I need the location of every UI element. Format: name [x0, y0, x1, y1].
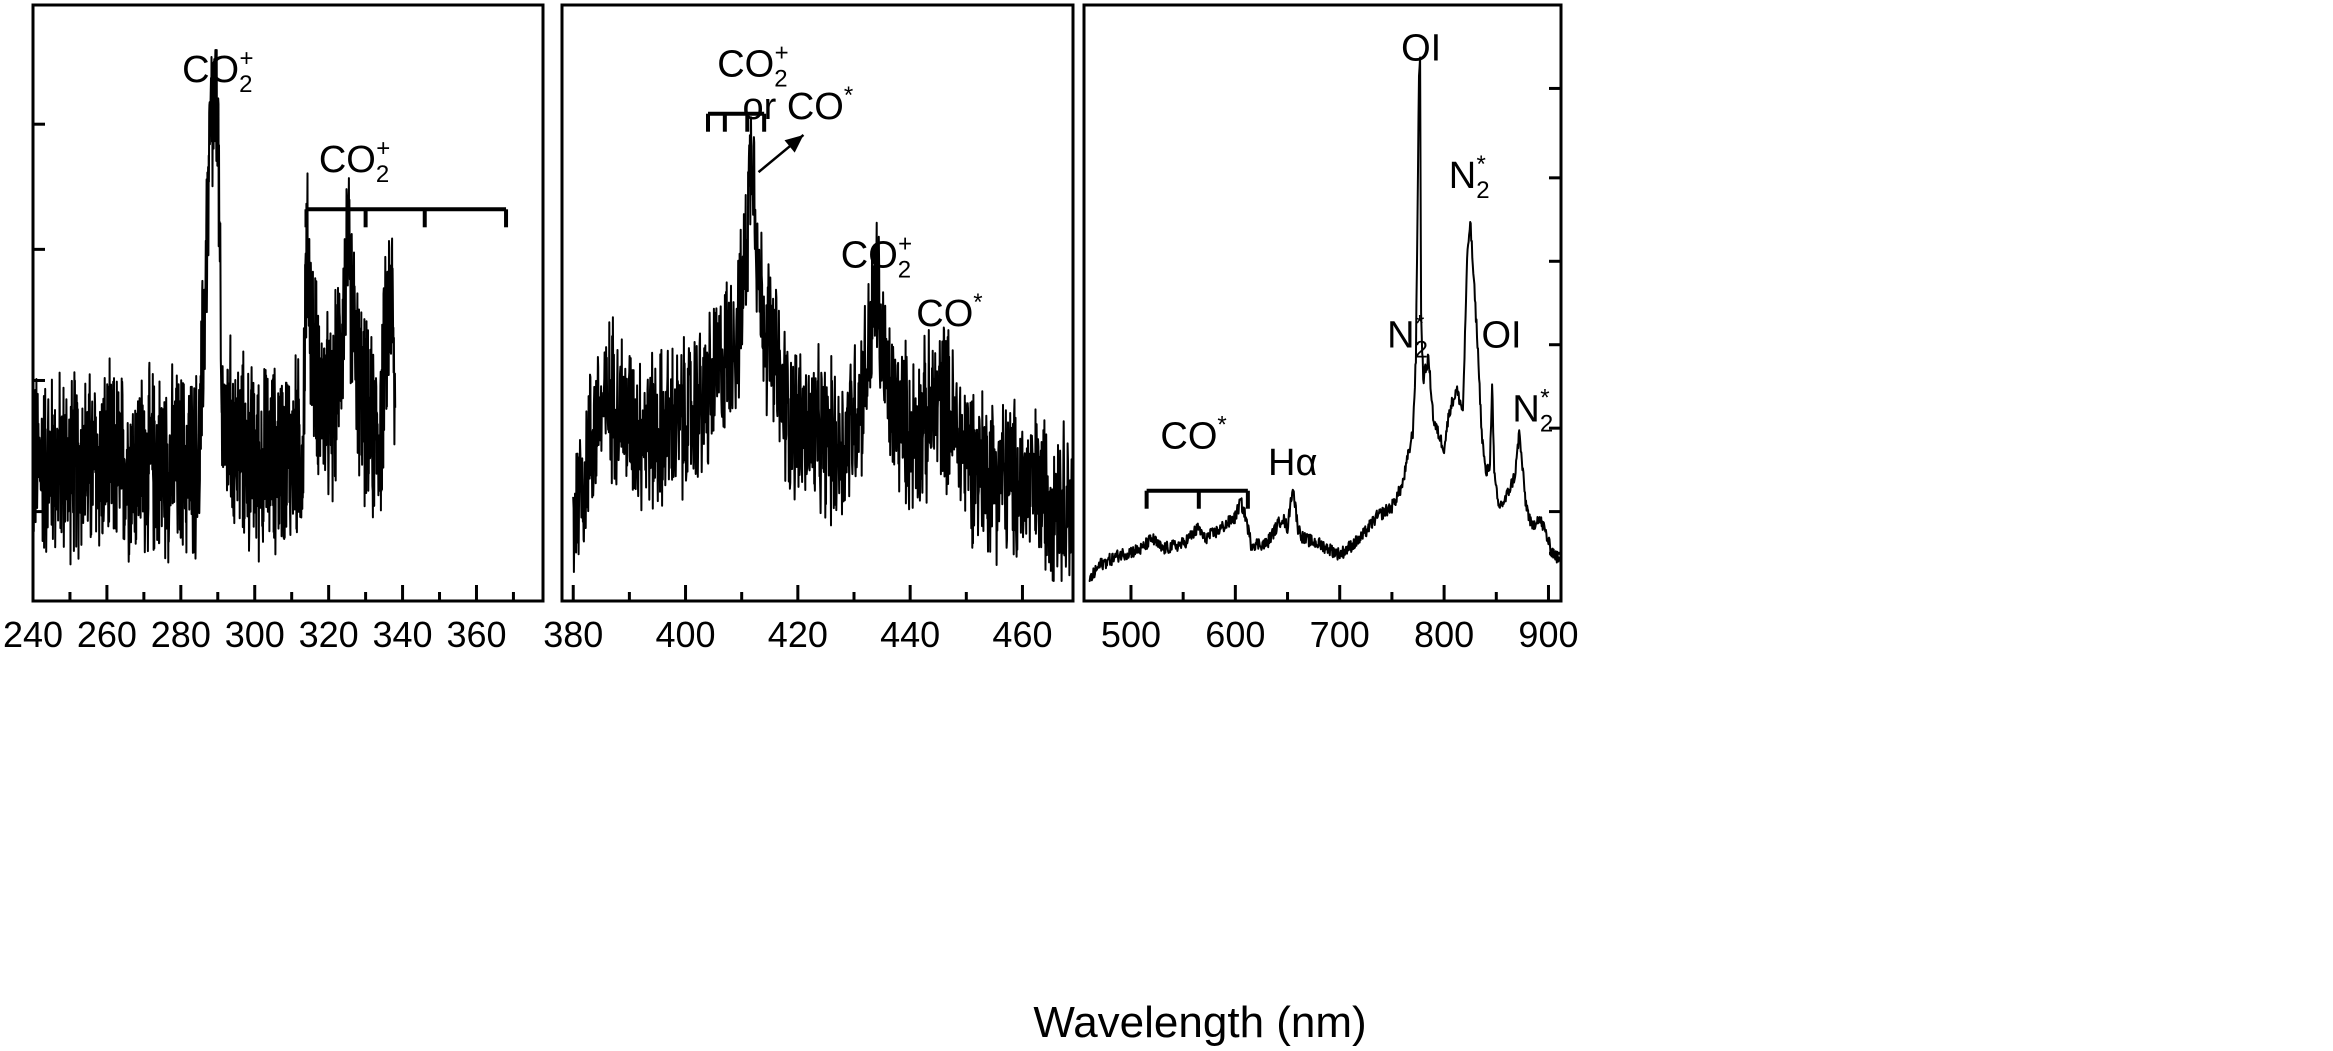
peak-label: N2*: [1387, 310, 1428, 363]
peak-label: CO2+: [717, 40, 788, 93]
x-tick-label: 380: [543, 614, 603, 655]
chart-layer: 240 260 280 300 320 340 360 CO2+ CO2+ 380 400 420 44…: [3, 3, 1579, 655]
peak-label: N2*: [1449, 151, 1490, 204]
x-tick-label: 440: [880, 614, 940, 655]
series-line-1: [572, 116, 1074, 582]
peak-label: CO2+: [319, 135, 390, 188]
x-tick-label: 800: [1414, 614, 1474, 655]
panel-frame: [31, 3, 545, 603]
x-axis-title: Wavelength (nm): [1033, 998, 1366, 1047]
panel-frame: [1082, 3, 1563, 603]
annotation-arrow-head: [784, 135, 804, 153]
x-tick-label: 320: [299, 614, 359, 655]
x-tick-label: 240: [3, 614, 63, 655]
peak-label: OI: [1401, 28, 1441, 70]
x-tick-label: 260: [77, 614, 137, 655]
peak-label: or CO*: [742, 82, 853, 128]
peak-label: Hα: [1268, 442, 1317, 484]
panel-frame: [560, 3, 1075, 603]
x-tick-label: 280: [151, 614, 211, 655]
x-tick-label: 460: [992, 614, 1052, 655]
peak-label: CO2+: [182, 45, 253, 98]
panel-3: 500 600 700 800 900 OI N2* N2* OI N2* CO* Hα: [1082, 3, 1579, 655]
peak-label: CO*: [1160, 411, 1226, 457]
x-tick-label: 360: [446, 614, 506, 655]
x-tick-label: 500: [1101, 614, 1161, 655]
x-tick-label: 900: [1518, 614, 1578, 655]
peak-label: CO*: [916, 289, 982, 335]
series-line-1: [32, 49, 397, 566]
x-tick-label: 300: [225, 614, 285, 655]
peak-label: N2*: [1512, 385, 1553, 438]
peak-label: OI: [1481, 314, 1521, 356]
x-tick-label: 700: [1310, 614, 1370, 655]
series-line-1: [1088, 56, 1560, 582]
x-tick-label: 420: [768, 614, 828, 655]
x-tick-label: 340: [373, 614, 433, 655]
panel-1: 240 260 280 300 320 340 360 CO2+ CO2+: [3, 3, 545, 655]
x-tick-label: 600: [1205, 614, 1265, 655]
x-tick-label: 400: [655, 614, 715, 655]
peak-label: CO2+: [841, 231, 912, 284]
